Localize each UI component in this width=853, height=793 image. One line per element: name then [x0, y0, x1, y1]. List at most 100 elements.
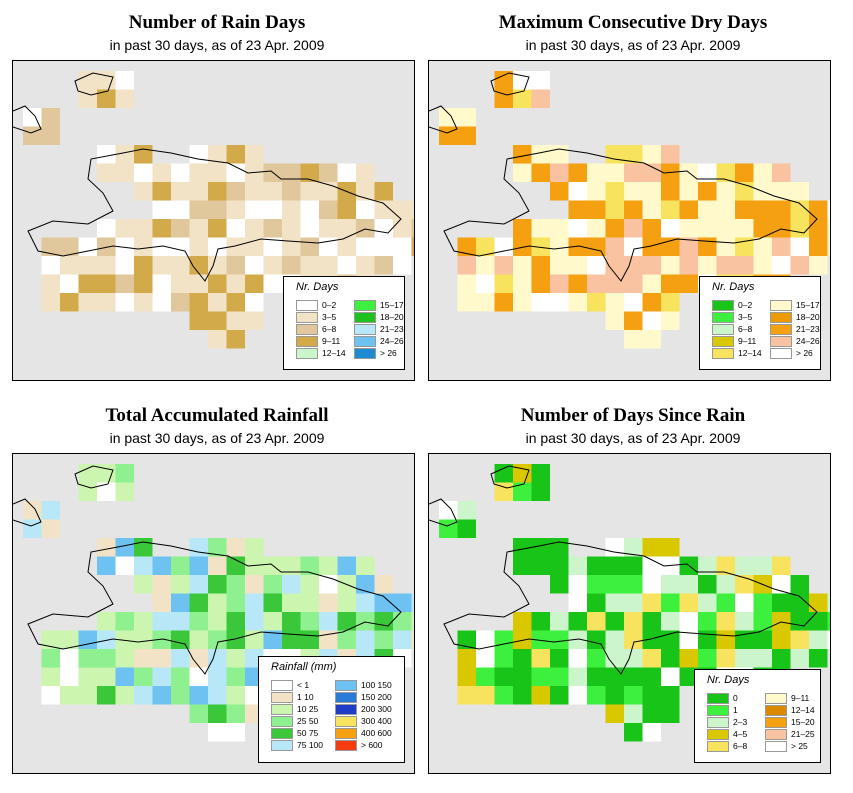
grid-cell [134, 182, 153, 201]
grid-cell [411, 593, 414, 612]
legend-entry: 12–14 [765, 704, 815, 716]
grid-cell [78, 89, 97, 108]
grid-cell [698, 649, 717, 668]
grid-cell [790, 630, 809, 649]
legend-entry: 1 10 [271, 691, 314, 703]
grid-cell [568, 556, 587, 575]
grid-cell [550, 163, 569, 182]
grid-cell [319, 256, 338, 275]
grid-cell [282, 163, 301, 182]
grid-cell [78, 237, 97, 256]
legend-swatch [296, 311, 318, 323]
grid-cell [661, 538, 680, 557]
legend-swatch [335, 739, 357, 751]
grid-cell [550, 630, 569, 649]
grid-cell [494, 667, 513, 686]
grid-cell [531, 464, 550, 483]
legend-swatch [296, 335, 318, 347]
grid-cell [189, 256, 208, 275]
grid-cell [531, 538, 550, 557]
grid-cell [226, 219, 245, 238]
legend-entry: 21–23 [354, 323, 404, 335]
grid-cell [568, 163, 587, 182]
legend-swatch [765, 740, 787, 752]
grid-cell [374, 237, 393, 256]
grid-cell [97, 649, 116, 668]
grid-cell [679, 667, 698, 686]
legend-swatch [354, 299, 376, 311]
grid-cell [245, 256, 264, 275]
grid-cell [23, 126, 42, 145]
grid-cell [97, 237, 116, 256]
grid-cell [208, 256, 227, 275]
grid-cell [282, 219, 301, 238]
legend-entry: 2–3 [707, 716, 747, 728]
grid-cell [263, 612, 282, 631]
grid-cell [226, 182, 245, 201]
grid-cell [624, 274, 643, 293]
legend-entry: 3–5 [712, 311, 752, 323]
grid-cell [550, 556, 569, 575]
grid-cell [698, 163, 717, 182]
grid-cell [152, 649, 171, 668]
grid-cell [97, 630, 116, 649]
grid-cell [605, 575, 624, 594]
grid-cell [735, 612, 754, 631]
grid-cell [97, 612, 116, 631]
grid-cell [263, 237, 282, 256]
grid-cell [189, 538, 208, 557]
grid-cell [642, 704, 661, 723]
coastline-outline [27, 541, 402, 675]
grid-cell [624, 163, 643, 182]
grid-cell [698, 237, 717, 256]
grid-cell [78, 649, 97, 668]
grid-cell [78, 667, 97, 686]
grid-dry-days [429, 71, 830, 349]
grid-cell [152, 630, 171, 649]
grid-cell [411, 200, 414, 219]
grid-cell [624, 219, 643, 238]
grid-cell [41, 293, 60, 312]
grid-cell [605, 163, 624, 182]
grid-cell [337, 593, 356, 612]
grid-cell [97, 145, 116, 164]
grid-cell [60, 630, 79, 649]
grid-cell [698, 182, 717, 201]
grid-cell [661, 274, 680, 293]
grid-cell [245, 145, 264, 164]
grid-cell [531, 612, 550, 631]
grid-cell [698, 200, 717, 219]
grid-cell [790, 182, 809, 201]
grid-cell [208, 219, 227, 238]
legend-entry: > 600 [335, 739, 383, 751]
legend-since-rain: Nr. Days 0 1 2–3 4–5 6–8 9–11 12–14 15–20 21–25 >… [694, 669, 821, 763]
island-outline [74, 465, 114, 489]
legend-entry: 18–20 [770, 311, 820, 323]
grid-cell [337, 163, 356, 182]
grid-cell [735, 593, 754, 612]
grid-cell [550, 274, 569, 293]
grid-cell [772, 649, 791, 668]
coastline-outline [27, 148, 402, 282]
grid-cell [735, 163, 754, 182]
grid-cell [282, 612, 301, 631]
grid-cell [97, 686, 116, 705]
grid-cell [356, 556, 375, 575]
panel-title: Number of Rain Days [128, 12, 306, 33]
grid-cell [115, 630, 134, 649]
grid-cell [513, 256, 532, 275]
grid-cell [208, 293, 227, 312]
legend-rain-days: Nr. Days 0–2 3–5 6–8 9–11 12–14 15–17 18–20 21–… [283, 276, 405, 370]
grid-cell [531, 237, 550, 256]
grid-cell [337, 219, 356, 238]
grid-cell [457, 108, 476, 127]
grid-cell [698, 575, 717, 594]
grid-cell [115, 145, 134, 164]
grid-cell [208, 237, 227, 256]
legend-title: Nr. Days [707, 674, 750, 686]
grid-cell [337, 556, 356, 575]
grid-cell [41, 501, 60, 520]
grid-cell [97, 538, 116, 557]
grid-cell [550, 686, 569, 705]
grid-cell [661, 237, 680, 256]
